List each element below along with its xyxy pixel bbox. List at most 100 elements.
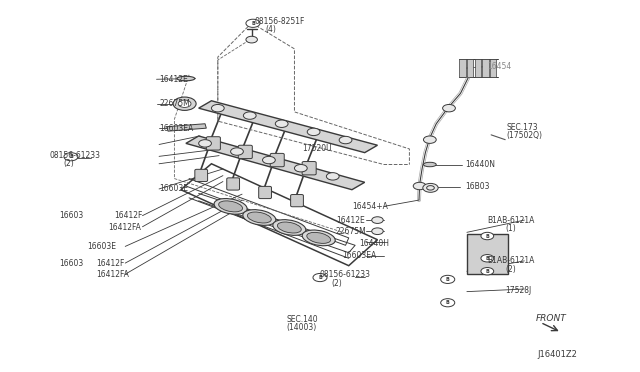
Circle shape (198, 140, 211, 147)
Circle shape (443, 105, 456, 112)
Circle shape (275, 120, 288, 128)
Text: 17528J: 17528J (505, 286, 531, 295)
Text: 16440H: 16440H (360, 238, 390, 248)
Text: 08156-61233: 08156-61233 (49, 151, 100, 160)
Circle shape (262, 156, 275, 164)
Bar (490, 59, 496, 77)
FancyBboxPatch shape (238, 145, 252, 158)
FancyBboxPatch shape (270, 153, 284, 167)
Circle shape (246, 36, 257, 43)
Polygon shape (198, 101, 378, 153)
FancyBboxPatch shape (291, 195, 303, 207)
Circle shape (64, 153, 78, 161)
FancyBboxPatch shape (206, 137, 220, 150)
Circle shape (413, 182, 426, 190)
Text: B: B (486, 256, 489, 261)
Text: 16412F: 16412F (97, 259, 125, 267)
Text: B: B (251, 21, 255, 26)
Text: 22675M: 22675M (159, 99, 190, 108)
Ellipse shape (307, 232, 331, 243)
Text: (4): (4) (266, 25, 276, 34)
Circle shape (307, 128, 320, 136)
Circle shape (246, 19, 260, 28)
Circle shape (423, 183, 438, 192)
Text: 16412E: 16412E (336, 216, 365, 225)
Text: (2): (2) (63, 159, 74, 168)
Circle shape (178, 100, 191, 108)
Text: (1): (1) (505, 224, 516, 233)
Bar (467, 59, 473, 77)
Text: 16412FA: 16412FA (108, 223, 141, 232)
Ellipse shape (277, 222, 301, 233)
Circle shape (313, 273, 327, 282)
Circle shape (230, 148, 243, 155)
Polygon shape (186, 136, 365, 190)
Circle shape (372, 217, 383, 224)
Text: 22675M: 22675M (336, 227, 367, 237)
FancyBboxPatch shape (302, 161, 316, 175)
Ellipse shape (177, 76, 195, 81)
Circle shape (326, 173, 339, 180)
Circle shape (481, 267, 493, 275)
Circle shape (481, 254, 493, 262)
Bar (460, 59, 466, 77)
Circle shape (481, 232, 493, 240)
Bar (474, 59, 481, 77)
Text: 16603: 16603 (60, 211, 84, 220)
Text: J16401Z2: J16401Z2 (537, 350, 577, 359)
FancyBboxPatch shape (259, 186, 271, 199)
Text: 16440N: 16440N (466, 160, 495, 169)
Circle shape (427, 186, 435, 190)
Text: B: B (446, 300, 449, 305)
Ellipse shape (273, 219, 306, 235)
Text: 08156-61233: 08156-61233 (320, 270, 371, 279)
Text: 08156-8251F: 08156-8251F (255, 17, 305, 26)
Text: 16412FA: 16412FA (97, 270, 129, 279)
Text: 16412F: 16412F (115, 211, 143, 220)
Text: 17520U: 17520U (302, 144, 332, 153)
Text: (2): (2) (332, 279, 342, 288)
Text: 16603EA: 16603EA (342, 251, 376, 260)
Text: B: B (69, 154, 73, 159)
Text: 16412E: 16412E (159, 75, 188, 84)
FancyBboxPatch shape (195, 169, 207, 182)
Circle shape (211, 105, 224, 112)
Text: SEC.140: SEC.140 (287, 315, 319, 324)
Bar (482, 59, 488, 77)
Ellipse shape (219, 201, 243, 212)
Text: (17502Q): (17502Q) (506, 131, 543, 141)
Text: 16603: 16603 (60, 259, 84, 267)
Circle shape (339, 137, 352, 144)
Text: B1AB-6121A: B1AB-6121A (487, 256, 534, 265)
Text: B: B (486, 234, 489, 238)
Ellipse shape (424, 162, 436, 167)
Text: B: B (486, 269, 489, 274)
Polygon shape (167, 124, 206, 131)
Circle shape (424, 136, 436, 143)
Circle shape (243, 112, 256, 119)
Text: 16B03: 16B03 (466, 182, 490, 191)
Ellipse shape (302, 230, 335, 246)
Text: 16454+A: 16454+A (352, 202, 388, 211)
Text: 16454: 16454 (487, 62, 511, 71)
Text: 16603E: 16603E (159, 185, 188, 193)
Text: FRONT: FRONT (536, 314, 566, 323)
Text: (14003): (14003) (287, 323, 317, 332)
FancyBboxPatch shape (227, 178, 239, 190)
Circle shape (294, 164, 307, 172)
Text: B1AB-6121A: B1AB-6121A (487, 216, 534, 225)
Text: (2): (2) (505, 265, 516, 274)
Ellipse shape (248, 212, 271, 223)
Text: B: B (318, 275, 322, 280)
Circle shape (173, 97, 196, 110)
Text: B: B (446, 277, 449, 282)
Circle shape (441, 299, 455, 307)
Circle shape (372, 228, 383, 235)
Ellipse shape (243, 210, 276, 225)
Ellipse shape (214, 199, 247, 214)
Text: 16603E: 16603E (87, 242, 116, 251)
Polygon shape (467, 234, 508, 274)
Text: SEC.173: SEC.173 (506, 123, 538, 132)
Text: 16603EA: 16603EA (159, 124, 193, 133)
Circle shape (441, 275, 455, 283)
